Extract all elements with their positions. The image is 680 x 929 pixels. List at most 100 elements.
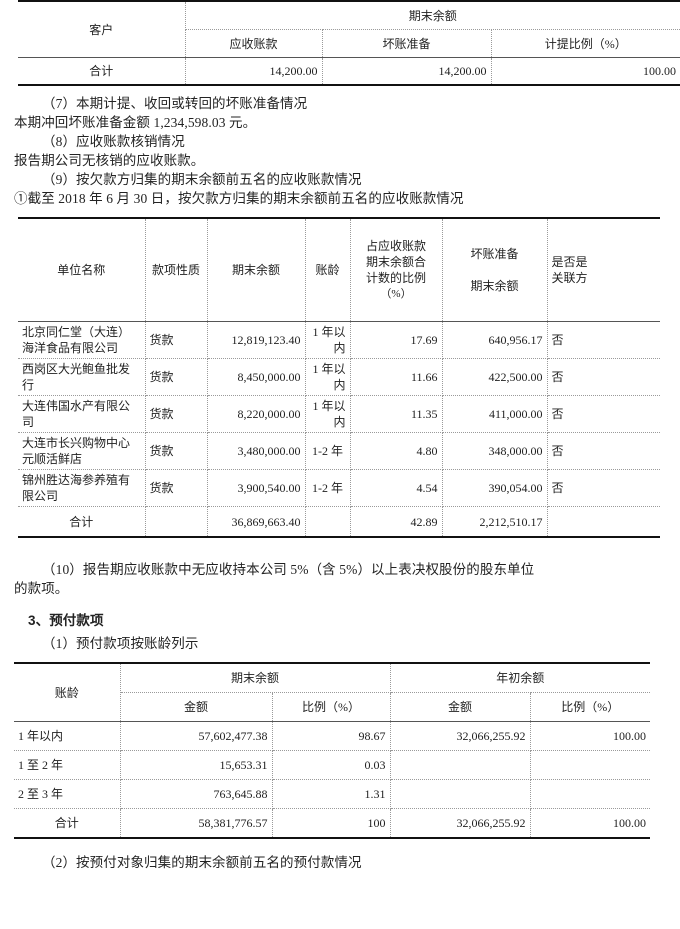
cell-payment-nature: 货款 [145,469,208,507]
cell-is-related: 否 [547,321,660,359]
cell-payment-nature: 货款 [145,321,208,359]
cell-end-ratio: 1.31 [272,779,391,809]
table-top5-wrapper: 单位名称 款项性质 期末余额 账龄 占应收账款 期末余额合 计数的比例 （%） … [0,217,680,538]
th-ending-ratio: 比例（%） [272,692,391,722]
cell-receivable-total: 14,200.00 [185,57,323,86]
customer-bad-debt-summary-table: 客户 期末余额 应收账款 坏账准备 计提比例（%） 合计 14,200.00 1… [18,0,680,86]
th-ratio-line-2: 期末余额合 [365,255,426,269]
cell-unit-name: 北京同仁堂（大连）海洋食品有限公司 [18,321,146,359]
th-beginning-amount: 金额 [390,692,531,722]
th-ratio-of-total: 占应收账款 期末余额合 计数的比例 （%） [350,217,443,322]
th-ratio-line-4: （%） [380,288,412,300]
cell-ending-balance: 3,480,000.00 [207,432,306,470]
text-block-section-3-sub2: （2）按预付对象归集的期末余额前五名的预付款情况 [0,853,680,872]
th-payment-nature: 款项性质 [145,217,208,322]
cell-begin-ratio [530,779,651,809]
table-row-header-2: 应收账款 坏账准备 计提比例（%） [18,29,680,58]
cell-is-related: 否 [547,469,660,507]
table-row: 锦州胜达海参养殖有限公司 货款 3,900,540.00 1-2 年 4.54 … [18,469,660,507]
cell-end-amount: 763,645.88 [120,779,273,809]
cell-aging: 1-2 年 [305,469,351,507]
cell-is-related: 否 [547,358,660,396]
cell-end-ratio: 98.67 [272,721,391,751]
table-row-header-1: 客户 期末余额 [18,0,680,58]
cell-aging: 1 年以内 [305,321,351,359]
cell-customer-total: 合计 [18,57,186,86]
table-row: 1 至 2 年 15,653.31 0.03 [14,750,651,780]
section-10-line-1: （10）报告期应收账款中无应收持本公司 5%（含 5%）以上表决权股份的股东单位 [42,562,535,577]
cell-total-begin-amount: 32,066,255.92 [390,808,531,839]
table-row: 合计 14,200.00 14,200.00 100.00 [18,57,680,86]
cell-bad-debt: 422,500.00 [442,358,548,396]
th-ending-balance-group: 期末余额 [120,662,391,693]
cell-begin-amount [390,750,531,780]
table-row: 北京同仁堂（大连）海洋食品有限公司 货款 12,819,123.40 1 年以内… [18,321,660,359]
th-ending-amount: 金额 [120,692,273,722]
cell-ratio: 11.35 [350,395,443,433]
section-7-heading: （7）本期计提、收回或转回的坏账准备情况 [42,96,308,111]
cell-ending-balance: 8,450,000.00 [207,358,306,396]
cell-aging: 1 年以内 [14,721,121,751]
text-block-sections: （7）本期计提、收回或转回的坏账准备情况 本期冲回坏账准备金额 1,234,59… [0,94,680,208]
cell-unit-name: 大连市长兴购物中心元顺活鲜店 [18,432,146,470]
th-related-line-1: 是否是 [551,255,588,269]
table-row-header-2: 金额 比例（%） 金额 比例（%） [14,692,651,722]
cell-total-bad-debt: 2,212,510.17 [442,506,548,538]
cell-begin-ratio: 100.00 [530,721,651,751]
table-row: 大连市长兴购物中心元顺活鲜店 货款 3,480,000.00 1-2 年 4.8… [18,432,660,470]
table-prepaid-wrapper: 账龄 期末余额 年初余额 金额 比例（%） 金额 比例（%） 1 年以内 57,… [0,662,680,839]
section-8-heading: （8）应收账款核销情况 [42,134,185,149]
cell-is-related: 否 [547,432,660,470]
cell-aging: 2 至 3 年 [14,779,121,809]
th-provision-ratio: 计提比例（%） [491,29,680,58]
prepayments-by-aging-table: 账龄 期末余额 年初余额 金额 比例（%） 金额 比例（%） 1 年以内 57,… [14,662,651,839]
cell-end-amount: 15,653.31 [120,750,273,780]
section-7-body: 本期冲回坏账准备金额 1,234,598.03 元。 [14,115,257,130]
cell-payment-nature: 货款 [145,432,208,470]
cell-begin-ratio [530,750,651,780]
th-unit-name: 单位名称 [18,217,146,322]
th-ending-balance: 期末余额 [207,217,306,322]
cell-ratio: 4.80 [350,432,443,470]
table-row: 1 年以内 57,602,477.38 98.67 32,066,255.92 … [14,721,651,751]
cell-bad-debt: 348,000.00 [442,432,548,470]
table-row-total: 合计 58,381,776.57 100 32,066,255.92 100.0… [14,808,651,839]
th-customer: 客户 [18,0,186,58]
th-bad-debt-line-2: 期末余额 [470,279,519,293]
th-ratio-line-3: 计数的比例 [365,271,426,285]
cell-is-related: 否 [547,395,660,433]
cell-bad-debt: 411,000.00 [442,395,548,433]
th-bad-debt-ending: 坏账准备 期末余额 [442,217,548,322]
th-beginning-balance-group: 年初余额 [390,662,651,693]
th-aging: 账龄 [14,662,121,722]
table-top-wrapper: 客户 期末余额 应收账款 坏账准备 计提比例（%） 合计 14,200.00 1… [0,0,680,86]
cell-bad-debt-total: 14,200.00 [322,57,492,86]
th-is-related: 是否是 关联方 [547,217,660,322]
section-3-sub-2: （2）按预付对象归集的期末余额前五名的预付款情况 [42,855,362,870]
cell-ratio: 4.54 [350,469,443,507]
text-block-section-3: 3、预付款项 （1）预付款项按账龄列示 [0,611,680,653]
cell-ratio: 17.69 [350,321,443,359]
section-9-heading: （9）按欠款方归集的期末余额前五名的应收账款情况 [42,172,362,187]
cell-ratio-total: 100.00 [491,57,680,86]
cell-begin-amount: 32,066,255.92 [390,721,531,751]
cell-total-ending-balance: 36,869,663.40 [207,506,306,538]
top-five-receivables-table: 单位名称 款项性质 期末余额 账龄 占应收账款 期末余额合 计数的比例 （%） … [18,217,660,538]
th-bad-debt-provision: 坏账准备 [322,29,492,58]
cell-end-amount: 57,602,477.38 [120,721,273,751]
table-row: 2 至 3 年 763,645.88 1.31 [14,779,651,809]
cell-aging: 1-2 年 [305,432,351,470]
section-10-line-2: 的款项。 [14,581,69,596]
cell-aging: 1 至 2 年 [14,750,121,780]
table-row: 大连伟国水产有限公司 货款 8,220,000.00 1 年以内 11.35 4… [18,395,660,433]
cell-bad-debt: 640,956.17 [442,321,548,359]
th-related-line-2: 关联方 [551,271,588,285]
cell-end-ratio: 0.03 [272,750,391,780]
cell-aging: 1 年以内 [305,395,351,433]
th-receivable: 应收账款 [185,29,323,58]
section-9-subheading: ①截至 2018 年 6 月 30 日，按欠款方归集的期末余额前五名的应收账款情… [14,191,464,206]
table-row-header: 单位名称 款项性质 期末余额 账龄 占应收账款 期末余额合 计数的比例 （%） … [18,217,660,322]
section-8-body: 报告期公司无核销的应收账款。 [14,153,205,168]
cell-ending-balance: 12,819,123.40 [207,321,306,359]
cell-begin-amount [390,779,531,809]
